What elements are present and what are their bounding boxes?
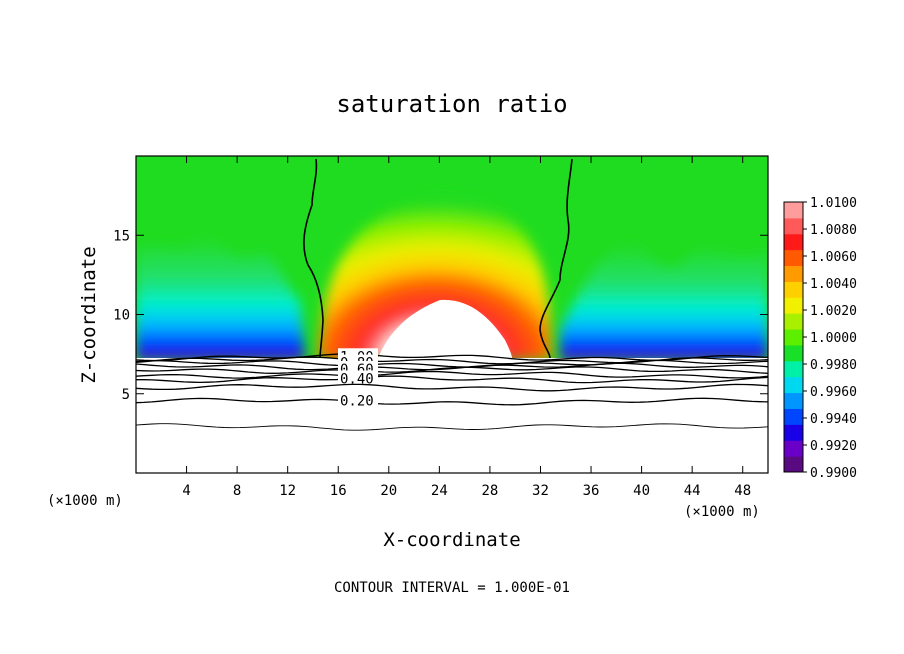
colorbar-label: 1.0000	[810, 331, 857, 346]
colorbar-label: 1.0080	[810, 223, 857, 238]
contour-label: 0.40	[340, 371, 374, 387]
colorbar-swatch	[784, 297, 803, 314]
colorbar-swatch	[784, 233, 803, 251]
supersaturated-plume	[318, 195, 552, 358]
x-unit-label-right: (×1000 m)	[684, 504, 760, 520]
subsaturated-region-right	[560, 244, 768, 358]
x-tick-label: 36	[583, 483, 600, 499]
contour-line	[136, 356, 768, 365]
colorbar-swatch	[784, 392, 803, 409]
cloud-region	[378, 299, 512, 358]
colorbar-swatch	[784, 344, 803, 362]
subsaturated-region-left	[136, 237, 305, 358]
contour-line	[136, 423, 768, 431]
colorbar-swatch	[784, 329, 803, 346]
colorbar-label: 0.9940	[810, 412, 857, 427]
colorbar-swatch	[784, 440, 803, 457]
x-tick-label: 24	[431, 483, 448, 499]
colorbar-swatch	[784, 360, 803, 378]
contour-label-bg	[338, 392, 378, 406]
x-axis-label: X-coordinate	[383, 529, 520, 551]
saturation-isoline-left	[303, 158, 324, 359]
y-tick-label: 15	[113, 228, 130, 244]
contour-line	[136, 397, 768, 406]
contour-line	[136, 375, 768, 384]
contour-line	[136, 362, 768, 371]
contour-label-bg	[338, 370, 378, 384]
colorbar-swatch	[784, 281, 803, 298]
colorbar-swatch	[784, 202, 803, 219]
x-axis: 4 8 12 16 20 24 28 32 36 40 44 48	[182, 156, 751, 499]
y-axis-label: Z-coordinate	[78, 246, 100, 383]
saturation-isoline-right	[539, 158, 573, 359]
x-tick-label: 8	[233, 483, 241, 499]
y-tick-label: 10	[113, 308, 130, 324]
colorbar-swatch	[784, 424, 803, 441]
x-tick-label: 12	[279, 483, 296, 499]
colorbar-label: 0.9920	[810, 439, 857, 454]
x-tick-label: 20	[380, 483, 397, 499]
contour-lines: 1.000.800.600.400.20	[136, 348, 768, 431]
colorbar-label: 1.0060	[810, 250, 857, 265]
colorbar-swatch	[784, 313, 803, 330]
colorbar-label: 0.9980	[810, 358, 857, 373]
x-tick-label: 28	[481, 483, 498, 499]
contour-line	[136, 383, 768, 392]
x-tick-label: 40	[633, 483, 650, 499]
lower-layer	[136, 358, 768, 473]
colorbar: 1.0100 1.0080 1.0060 1.0040 1.0020 1.0000 0.99…	[783, 196, 857, 481]
saturation-field: 1.000.800.600.400.20	[136, 156, 768, 473]
colorbar-label: 0.9960	[810, 385, 857, 400]
x-unit-label-left: (×1000 m)	[47, 493, 123, 509]
contour-interval-note: CONTOUR INTERVAL = 1.000E-01	[334, 580, 570, 596]
y-tick-label: 5	[122, 387, 130, 403]
colorbar-swatch	[784, 265, 803, 282]
colorbar-swatch	[784, 376, 803, 394]
x-tick-label: 48	[734, 483, 751, 499]
x-tick-label: 4	[182, 483, 190, 499]
colorbar-label: 1.0020	[810, 304, 857, 319]
contour-label: 0.20	[340, 394, 374, 410]
x-tick-label: 16	[330, 483, 347, 499]
colorbar-label: 1.0040	[810, 277, 857, 292]
contour-line	[136, 359, 768, 368]
x-tick-label: 44	[684, 483, 701, 499]
colorbar-swatch	[784, 249, 803, 267]
x-tick-label: 32	[532, 483, 549, 499]
contour-line	[136, 370, 768, 379]
colorbar-swatch	[784, 217, 803, 235]
colorbar-swatch	[784, 456, 803, 473]
y-axis: 5 10 15	[113, 228, 768, 403]
colorbar-swatch	[784, 408, 803, 425]
colorbar-label: 1.0100	[810, 196, 857, 211]
colorbar-label: 0.9900	[810, 466, 857, 481]
contour-line	[136, 366, 768, 374]
chart-title: saturation ratio	[336, 90, 567, 118]
